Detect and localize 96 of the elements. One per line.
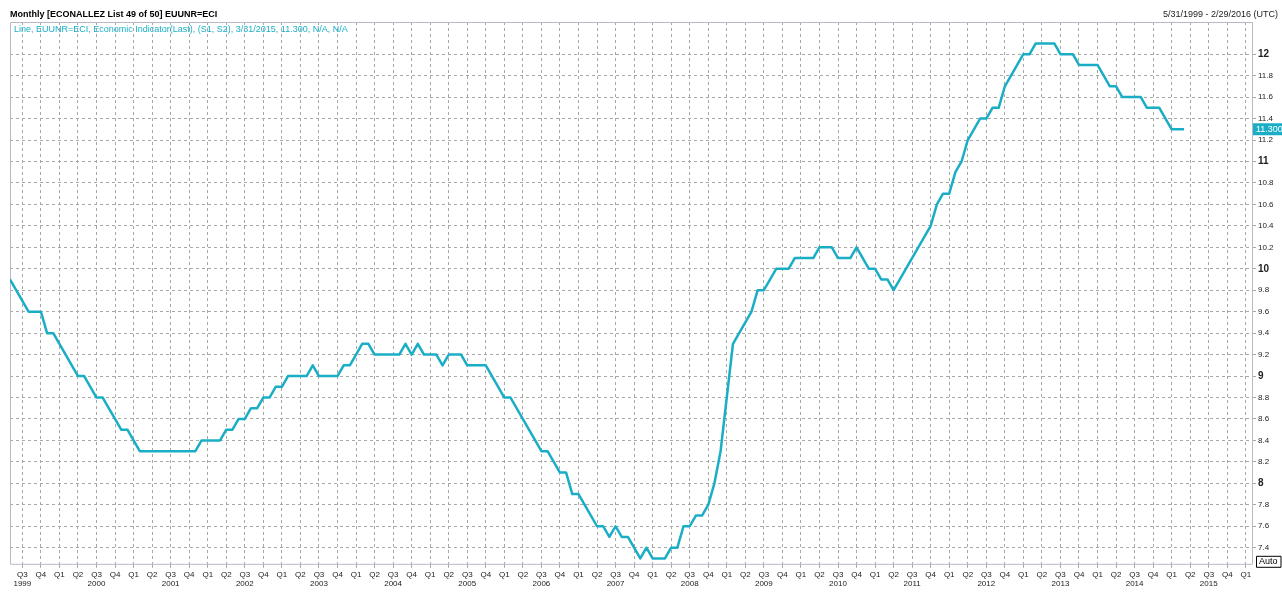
x-tick-label: Q1: [498, 569, 511, 579]
x-tick-label: Q1: [424, 569, 437, 579]
x-tick-label: Q3 2002: [235, 569, 255, 589]
x-tick-label: Q1: [1240, 569, 1252, 579]
y-tick-label: 10.6: [1258, 199, 1275, 209]
y-tick-label: 7.8: [1258, 500, 1270, 509]
x-tick-label: Q2: [739, 569, 752, 579]
text: Line, EUUNR=ECI, Economic Indicator(Last), (S1, S2), 3/31/2015, 11.300, N/A, N/A: [14, 24, 348, 34]
x-tick-label: Q3 1999: [13, 569, 32, 589]
x-tick-label: Q4: [628, 569, 640, 579]
x-tick-label: Q2: [517, 569, 529, 579]
x-tick-label: Q4: [35, 569, 47, 579]
x-tick-label: Q3 2001: [161, 569, 181, 589]
x-tick-label: Q3 2006: [532, 569, 551, 589]
x-tick-label: Q2: [443, 569, 455, 579]
x-tick-label: Q2: [1036, 569, 1048, 579]
y-tick-label: 8.6: [1258, 414, 1270, 424]
x-tick-label: Q1: [721, 569, 733, 579]
x-tick-label: Q2: [665, 569, 678, 579]
x-tick-label: Q3 2004: [384, 569, 403, 589]
y-tick-label: 8.8: [1258, 392, 1270, 402]
y-tick-label: 10: [1258, 262, 1270, 274]
x-tick-label: Q1: [943, 569, 956, 579]
x-tick-label: Q1: [647, 569, 659, 579]
x-tick-label: Q4: [109, 569, 121, 579]
x-tick-label: Q3 2008: [680, 569, 700, 589]
y-tick-label: 9: [1258, 369, 1264, 381]
x-tick-label: Q3 2011: [903, 569, 922, 589]
x-tick-label: Q2: [220, 569, 233, 579]
x-tick-label: Q4: [332, 569, 344, 579]
y-tick-label: 9.6: [1258, 306, 1270, 316]
x-tick-label: Q3 2003: [310, 569, 329, 589]
y-tick-label: 8.2: [1258, 457, 1270, 467]
x-tick-label: Q4: [851, 569, 863, 579]
x-tick-label: Q1: [1018, 569, 1030, 579]
y-tick-label: 9.8: [1258, 285, 1270, 295]
x-tick-label: Q3 2000: [87, 569, 106, 589]
x-tick-label: Q4: [702, 569, 715, 579]
x-tick-label: Q2: [1110, 569, 1122, 579]
y-tick-label: 10.2: [1258, 242, 1275, 252]
x-tick-label: Q1: [276, 569, 288, 579]
x-tick-label: Q3 2005: [458, 569, 477, 589]
x-tick-label: Q2: [888, 569, 900, 579]
x-tick-label: Q4: [1147, 569, 1160, 579]
y-tick-label: 12: [1258, 47, 1270, 59]
x-tick-label: Q3 2012: [977, 569, 996, 589]
x-tick-label: Q3 2013: [1051, 569, 1070, 589]
x-tick-label: Q2: [146, 569, 159, 579]
x-tick-label: Q3 2010: [829, 569, 848, 589]
x-tick-label: Q1: [795, 569, 807, 579]
y-tick-label: 8: [1258, 477, 1264, 489]
x-tick-label: Q3 2009: [754, 569, 774, 589]
y-tick-label: 7.4: [1258, 542, 1270, 552]
x-tick-label: Q2: [814, 569, 826, 579]
x-tick-label: Q1: [1092, 569, 1104, 579]
x-tick-label: Q4: [1073, 569, 1085, 579]
y-tick-label: 10.8: [1258, 178, 1275, 188]
x-tick-label: Q4: [554, 569, 566, 579]
text: Auto: [1259, 556, 1278, 567]
x-tick-label: Q2: [295, 569, 307, 579]
x-tick-label: Q1: [869, 569, 881, 579]
y-tick-label: 9.2: [1258, 349, 1270, 359]
x-tick-label: Q2: [962, 569, 974, 579]
x-tick-label: Q1: [573, 569, 585, 579]
x-tick-label: Q4: [183, 569, 196, 579]
y-tick-label: 11.6: [1258, 92, 1274, 102]
y-tick-label: 11.4: [1258, 113, 1274, 123]
x-tick-label: Q4: [406, 569, 418, 579]
chart-title: Monthly [ECONALLEZ List 49 of 50] EUUNR=ECI: [10, 9, 218, 19]
x-tick-label: Q1: [128, 569, 140, 579]
x-tick-label: Q4: [1221, 569, 1234, 579]
x-tick-label: Q1: [350, 569, 362, 579]
x-tick-label: Q2: [369, 569, 381, 579]
x-tick-label: Q3 2014: [1125, 569, 1145, 589]
x-tick-label: Q4: [480, 569, 492, 579]
y-tick-label: 11.8: [1258, 70, 1274, 80]
y-tick-label: 9.4: [1258, 328, 1270, 338]
x-tick-label: Q4: [925, 569, 937, 579]
y-tick-label: 10.4: [1258, 221, 1275, 231]
x-tick-label: Q2: [1184, 569, 1197, 579]
x-tick-label: Q4: [777, 569, 789, 579]
x-tick-label: Q3 2007: [606, 569, 625, 589]
y-tick-label: 8.4: [1258, 435, 1270, 445]
x-tick-label: Q4: [258, 569, 270, 579]
x-tick-label: Q1: [54, 569, 66, 579]
y-tick-label: 11.2: [1258, 135, 1274, 145]
x-tick-label: Q1: [1166, 569, 1178, 579]
chart-subtitle: 5/31/1999 - 2/29/2016 (UTC): [1162, 9, 1278, 19]
y-tick-label: 11: [1258, 155, 1270, 167]
text: 11.300: [1256, 123, 1282, 134]
x-tick-label: Q1: [202, 569, 214, 579]
x-tick-label: Q2: [72, 569, 84, 579]
x-tick-label: Q4: [999, 569, 1011, 579]
x-tick-label: Q2: [591, 569, 603, 579]
x-tick-label: Q3 2015: [1199, 569, 1219, 589]
y-tick-label: 7.6: [1258, 521, 1270, 531]
